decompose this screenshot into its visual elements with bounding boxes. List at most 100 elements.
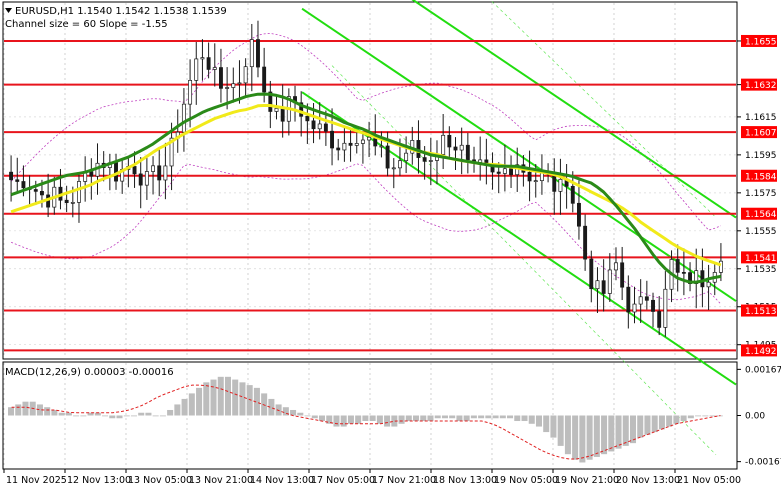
candle-body <box>441 134 446 155</box>
macd-histogram-bar <box>463 415 470 422</box>
ma-slow-line <box>10 104 722 267</box>
channel-info: Channel size = 60 Slope = -1.55 <box>5 19 168 30</box>
level-label-bg <box>741 344 777 357</box>
candle <box>157 146 162 197</box>
macd-histogram-bar <box>210 379 217 416</box>
candle-body <box>181 103 186 133</box>
candles <box>9 20 723 337</box>
macd-histogram-bar <box>362 415 369 422</box>
candle <box>354 130 359 154</box>
candle-body <box>404 152 409 162</box>
candle <box>626 275 631 329</box>
macd-histogram-bar <box>413 415 420 422</box>
macd-tick-label: 0.00167 <box>745 365 781 375</box>
candle-body <box>342 142 347 151</box>
macd-histogram-bar <box>673 415 680 424</box>
candle-body <box>64 199 69 203</box>
macd-histogram-bar <box>651 415 658 433</box>
candle-body <box>317 123 322 130</box>
level-label-text: 1.1584 <box>745 172 777 182</box>
macd-histogram-bar <box>499 415 506 419</box>
candle <box>256 20 260 78</box>
candle <box>231 67 236 103</box>
candle <box>651 292 655 328</box>
candle <box>465 132 470 174</box>
candle-body <box>323 123 328 132</box>
candle <box>404 136 409 174</box>
candle <box>305 103 310 144</box>
macd-histogram-bar <box>441 415 448 419</box>
macd-title: MACD(12,26,9) 0.00003 -0.00016 <box>5 367 174 378</box>
candle <box>348 128 353 162</box>
collapse-triangle-icon[interactable] <box>5 8 12 13</box>
candle-body <box>280 108 285 122</box>
level-label: 1.1632 <box>741 78 777 91</box>
level-label-text: 1.1632 <box>745 81 777 91</box>
candle <box>595 267 600 313</box>
macd-histogram-bar <box>456 415 463 422</box>
macd-histogram-bar <box>579 415 586 463</box>
candle <box>663 271 668 337</box>
candle <box>249 23 254 92</box>
candle <box>583 214 588 271</box>
candle <box>64 185 69 213</box>
candle <box>237 60 242 104</box>
candle <box>638 279 643 323</box>
time-tick-label: 12 Nov 13:00 <box>67 475 131 486</box>
macd-histogram-bar <box>65 412 72 416</box>
level-label: 1.1541 <box>741 251 777 264</box>
envelope-lower <box>10 163 722 305</box>
candle-body <box>502 168 507 174</box>
macd-histogram-bar <box>449 415 456 419</box>
time-tick-label: 14 Nov 13:00 <box>250 475 314 486</box>
candle-body <box>558 178 563 192</box>
macd-histogram-bar <box>36 404 43 416</box>
macd-histogram-bar <box>427 415 434 422</box>
candle <box>620 246 625 301</box>
macd-histogram-bar <box>420 415 427 422</box>
candle-body <box>533 180 538 183</box>
price-tick-label: 1.1535 <box>745 265 777 275</box>
candle-body <box>465 144 470 161</box>
candle <box>607 253 612 302</box>
candle <box>453 137 458 171</box>
time-tick-label: 19 Nov 05:00 <box>494 475 558 486</box>
macd-histogram-bar <box>680 415 687 422</box>
level-label-bg <box>741 34 777 47</box>
channel-middle <box>301 7 737 302</box>
macd-histogram-bar <box>528 415 535 424</box>
candle-body <box>206 57 211 70</box>
candle <box>379 131 384 158</box>
macd-histogram-bar <box>572 415 579 460</box>
macd-histogram-bar <box>391 415 398 427</box>
macd-histogram-bar <box>196 387 203 416</box>
candle-body <box>675 259 680 273</box>
candle-body <box>626 286 631 313</box>
macd-histogram-bar <box>543 415 550 433</box>
time-tick-label: 13 Nov 21:00 <box>189 475 253 486</box>
candle-body <box>188 80 193 105</box>
macd-histogram-bar <box>116 415 123 419</box>
macd-histogram-bar <box>311 415 318 419</box>
candle <box>447 126 452 159</box>
channel-lower-dotted <box>331 65 717 456</box>
candle-body <box>632 303 637 313</box>
candle <box>342 127 347 162</box>
macd-histogram-bar <box>268 398 275 416</box>
candle-body <box>151 165 156 172</box>
candle-body <box>157 165 162 181</box>
macd-histogram-bar <box>376 415 383 424</box>
macd-histogram-bar <box>687 415 694 419</box>
level-label: 1.1655 <box>741 34 777 47</box>
price-tick-label: 1.1615 <box>745 113 777 123</box>
candle <box>558 158 563 215</box>
candle <box>632 286 637 324</box>
level-label: 1.1584 <box>741 169 777 182</box>
level-label-bg <box>741 304 777 317</box>
candle <box>317 102 322 140</box>
macd-histogram-bar <box>492 415 499 419</box>
level-labels: 1.16551.16321.16071.15841.15641.15411.15… <box>741 34 777 357</box>
candle-body <box>200 57 205 60</box>
